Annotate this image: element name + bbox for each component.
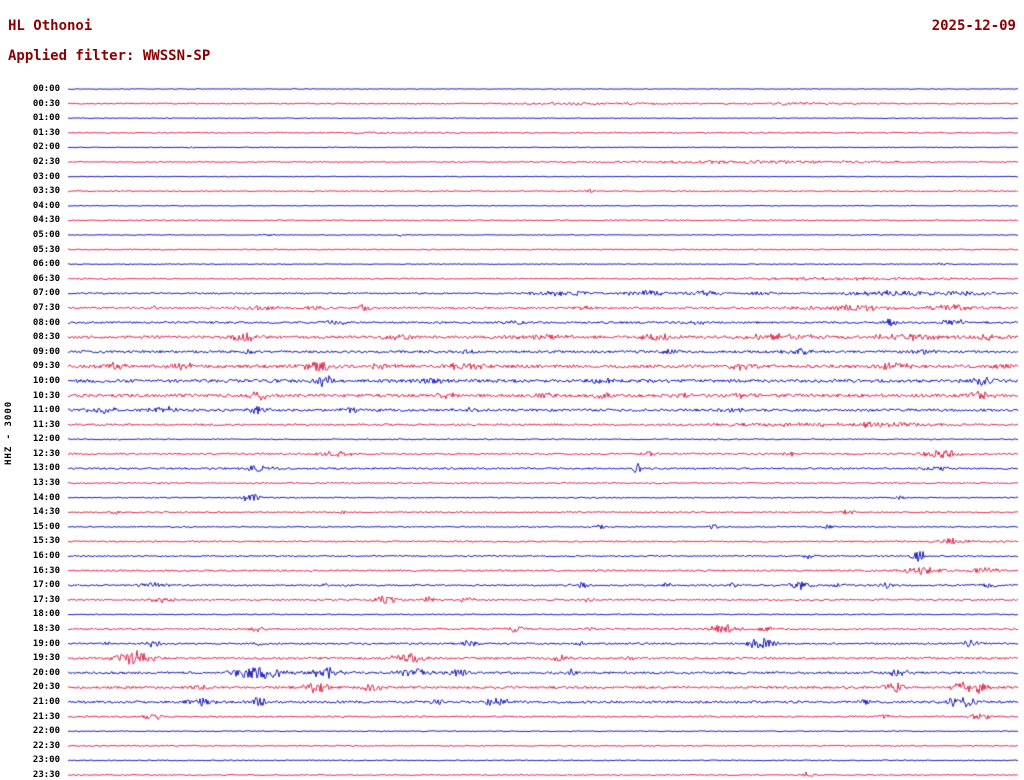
time-label: 01:30	[32, 127, 60, 138]
time-label: 17:00	[32, 580, 60, 591]
time-label: 09:00	[32, 346, 60, 357]
applied-filter-label: Applied filter: WWSSN-SP	[8, 48, 211, 64]
time-label: 23:00	[32, 755, 60, 766]
time-label: 16:30	[32, 565, 60, 576]
time-label: 15:30	[32, 536, 60, 547]
time-label: 22:30	[32, 740, 60, 751]
time-label: 05:30	[32, 244, 60, 255]
time-label: 05:00	[32, 229, 60, 240]
time-label: 14:00	[32, 492, 60, 503]
time-label: 02:30	[32, 156, 60, 167]
time-label: 19:00	[32, 638, 60, 649]
station-name: HL Othonoi	[8, 18, 93, 34]
time-label: 18:30	[32, 624, 60, 635]
time-label: 16:00	[32, 551, 60, 562]
time-label: 08:30	[32, 332, 60, 343]
time-label: 07:30	[32, 302, 60, 313]
time-label: 04:30	[32, 215, 60, 226]
time-label: 19:30	[32, 653, 60, 664]
time-label: 06:30	[32, 273, 60, 284]
time-label: 21:00	[32, 697, 60, 708]
time-label: 00:00	[32, 84, 60, 94]
time-label: 03:30	[32, 186, 60, 197]
time-label: 10:30	[32, 390, 60, 401]
time-label: 03:00	[32, 171, 60, 182]
time-label: 23:30	[32, 770, 60, 780]
time-label: 11:30	[32, 419, 60, 430]
time-label: 22:00	[32, 726, 60, 737]
time-label: 18:00	[32, 609, 60, 620]
time-label: 07:00	[32, 288, 60, 299]
time-label: 12:30	[32, 448, 60, 459]
time-label: 14:30	[32, 507, 60, 518]
time-label: 20:30	[32, 682, 60, 693]
time-label: 17:30	[32, 594, 60, 605]
time-label: 15:00	[32, 521, 60, 532]
plot-date: 2025-12-09	[931, 18, 1016, 34]
time-label: 13:30	[32, 478, 60, 489]
time-label: 13:00	[32, 463, 60, 474]
time-label: 00:30	[32, 98, 60, 109]
time-label: 02:00	[32, 142, 60, 153]
time-label: 10:00	[32, 375, 60, 386]
time-label: 21:30	[32, 711, 60, 722]
time-label: 12:00	[32, 434, 60, 445]
time-label: 04:00	[32, 200, 60, 211]
time-label: 08:00	[32, 317, 60, 328]
time-label: 20:00	[32, 667, 60, 678]
time-label: 11:00	[32, 405, 60, 416]
time-label: 01:00	[32, 113, 60, 124]
time-label: 06:00	[32, 259, 60, 270]
time-label: 09:30	[32, 361, 60, 372]
